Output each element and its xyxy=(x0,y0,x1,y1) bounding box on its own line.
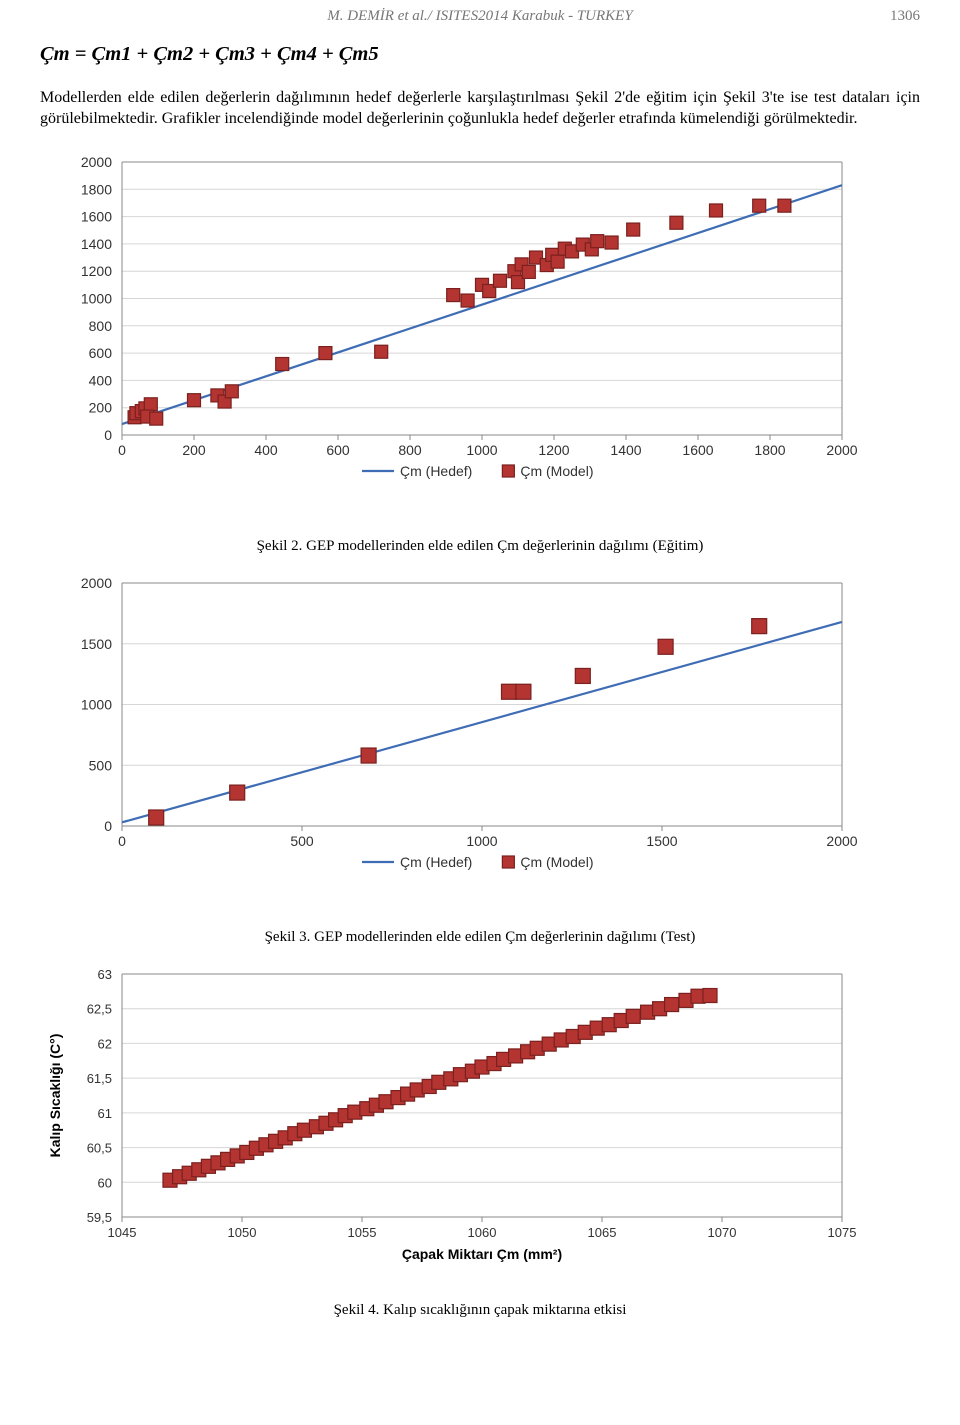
svg-text:1400: 1400 xyxy=(610,442,641,458)
svg-text:Çm (Model): Çm (Model) xyxy=(520,463,593,479)
svg-text:1800: 1800 xyxy=(754,442,785,458)
svg-text:600: 600 xyxy=(89,345,113,361)
svg-text:600: 600 xyxy=(326,442,350,458)
svg-text:62,5: 62,5 xyxy=(87,1001,112,1016)
svg-text:1200: 1200 xyxy=(538,442,569,458)
svg-text:61,5: 61,5 xyxy=(87,1071,112,1086)
svg-text:200: 200 xyxy=(182,442,206,458)
svg-text:1000: 1000 xyxy=(466,442,497,458)
svg-text:0: 0 xyxy=(104,427,112,443)
header-text: M. DEMİR et al./ ISITES2014 Karabuk - TU… xyxy=(327,8,632,24)
svg-text:60,5: 60,5 xyxy=(87,1140,112,1155)
svg-text:1070: 1070 xyxy=(708,1225,737,1240)
chart-3-caption: Şekil 4. Kalıp sıcaklığının çapak miktar… xyxy=(40,1302,920,1319)
svg-text:1045: 1045 xyxy=(108,1225,137,1240)
svg-text:Çm (Hedef): Çm (Hedef) xyxy=(400,463,472,479)
svg-text:Çm (Hedef): Çm (Hedef) xyxy=(400,854,472,870)
svg-text:1600: 1600 xyxy=(81,208,112,224)
svg-text:2000: 2000 xyxy=(826,442,857,458)
svg-text:1000: 1000 xyxy=(81,696,112,712)
svg-text:1500: 1500 xyxy=(646,833,677,849)
page-number: 1306 xyxy=(890,8,920,25)
svg-text:1055: 1055 xyxy=(348,1225,377,1240)
svg-text:1060: 1060 xyxy=(468,1225,497,1240)
svg-text:60: 60 xyxy=(98,1175,112,1190)
svg-text:62: 62 xyxy=(98,1036,112,1051)
body-paragraph: Modellerden elde edilen değerlerin dağıl… xyxy=(40,88,920,130)
svg-text:59,5: 59,5 xyxy=(87,1210,112,1225)
svg-text:500: 500 xyxy=(89,757,113,773)
svg-text:0: 0 xyxy=(118,833,126,849)
svg-text:Kalıp Sıcaklığı (C°): Kalıp Sıcaklığı (C°) xyxy=(47,1033,63,1157)
svg-text:800: 800 xyxy=(89,317,113,333)
svg-text:1065: 1065 xyxy=(588,1225,617,1240)
svg-text:2000: 2000 xyxy=(81,154,112,170)
equation: Çm = Çm1 + Çm2 + Çm3 + Çm4 + Çm5 xyxy=(40,43,920,66)
svg-text:1400: 1400 xyxy=(81,235,112,251)
svg-text:0: 0 xyxy=(118,442,126,458)
svg-text:500: 500 xyxy=(290,833,314,849)
svg-text:200: 200 xyxy=(89,399,113,415)
svg-text:1000: 1000 xyxy=(81,290,112,306)
svg-text:400: 400 xyxy=(254,442,278,458)
svg-text:1500: 1500 xyxy=(81,635,112,651)
svg-text:400: 400 xyxy=(89,372,113,388)
svg-text:1600: 1600 xyxy=(682,442,713,458)
chart-2-caption: Şekil 3. GEP modellerinden elde edilen Ç… xyxy=(40,929,920,946)
svg-text:1800: 1800 xyxy=(81,181,112,197)
page-header: M. DEMİR et al./ ISITES2014 Karabuk - TU… xyxy=(40,8,920,25)
chart-2-svg: 0 500 1000 1500 2000 0 500 1000 1500 2000 Çm (Hede… xyxy=(40,573,870,919)
chart-2: 0 500 1000 1500 2000 0 500 1000 1500 2000 Çm (Hede… xyxy=(40,573,920,919)
svg-text:Çapak Miktarı Çm (mm²): Çapak Miktarı Çm (mm²) xyxy=(402,1246,562,1262)
svg-text:800: 800 xyxy=(398,442,422,458)
svg-text:0: 0 xyxy=(104,818,112,834)
chart-3: 59,5 60 60,5 61 61,5 62 62,5 63 1045 1050 1055 1060… xyxy=(40,964,920,1292)
chart-3-svg: 59,5 60 60,5 61 61,5 62 62,5 63 1045 1050 1055 1060… xyxy=(40,964,870,1292)
svg-text:61: 61 xyxy=(98,1105,112,1120)
svg-text:1075: 1075 xyxy=(828,1225,857,1240)
svg-text:1000: 1000 xyxy=(466,833,497,849)
svg-text:2000: 2000 xyxy=(81,575,112,591)
chart-1: 0 200 400 600 800 1000 1200 1400 1600 1800 2000 0 20… xyxy=(40,152,920,528)
svg-text:2000: 2000 xyxy=(826,833,857,849)
svg-text:Çm (Model): Çm (Model) xyxy=(520,854,593,870)
chart-1-caption: Şekil 2. GEP modellerinden elde edilen Ç… xyxy=(40,538,920,555)
svg-text:63: 63 xyxy=(98,967,112,982)
svg-text:1200: 1200 xyxy=(81,263,112,279)
svg-text:1050: 1050 xyxy=(228,1225,257,1240)
chart-1-svg: 0 200 400 600 800 1000 1200 1400 1600 1800 2000 0 20… xyxy=(40,152,870,528)
